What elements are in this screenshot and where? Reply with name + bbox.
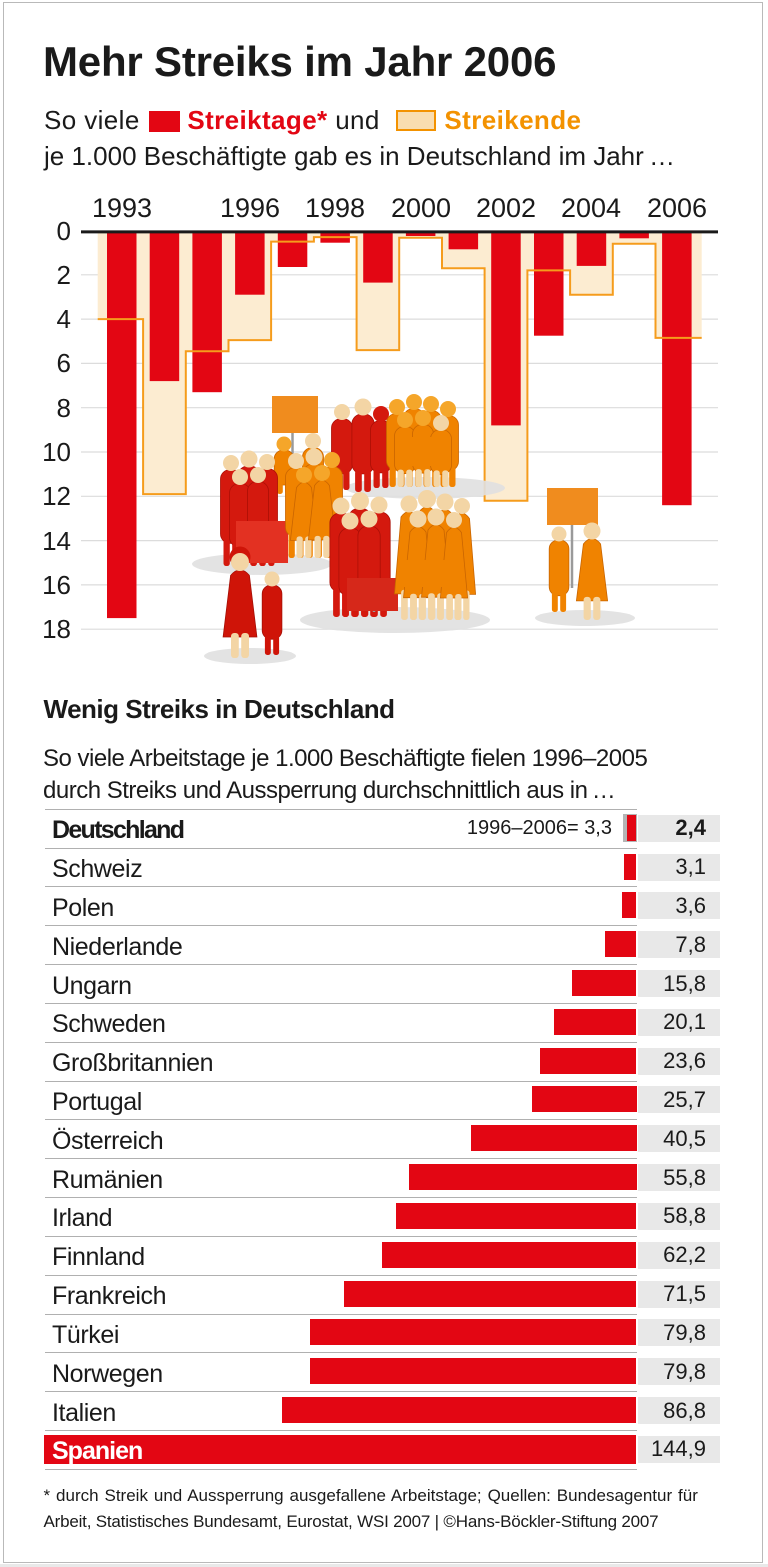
svg-text:4: 4	[57, 304, 71, 334]
svg-text:2004: 2004	[561, 193, 621, 223]
svg-text:1996: 1996	[220, 193, 280, 223]
svg-text:2002: 2002	[476, 193, 536, 223]
svg-text:18: 18	[42, 614, 71, 644]
svg-text:14: 14	[42, 526, 71, 556]
svg-text:2006: 2006	[647, 193, 707, 223]
svg-text:16: 16	[42, 570, 71, 600]
svg-text:12: 12	[42, 481, 71, 511]
svg-text:1993: 1993	[92, 193, 152, 223]
svg-text:8: 8	[57, 393, 71, 423]
svg-text:10: 10	[42, 437, 71, 467]
svg-text:1998: 1998	[305, 193, 365, 223]
svg-text:2: 2	[57, 260, 71, 290]
svg-text:0: 0	[57, 216, 71, 246]
svg-text:2000: 2000	[391, 193, 451, 223]
svg-text:6: 6	[57, 348, 71, 378]
